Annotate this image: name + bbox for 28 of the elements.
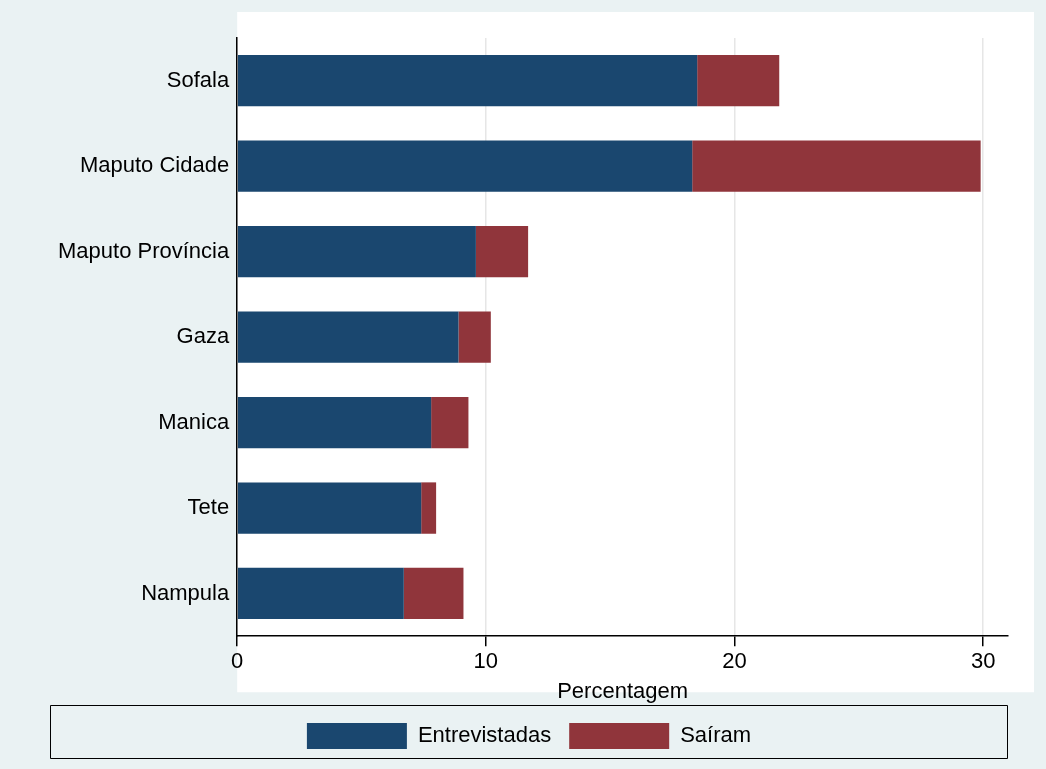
bar <box>237 226 476 278</box>
y-tick-label: Gaza <box>176 323 230 349</box>
bar <box>237 311 459 363</box>
bar <box>692 140 981 192</box>
x-axis-title: Percentagem <box>557 677 689 703</box>
y-tick-label: Manica <box>158 408 230 434</box>
legend-label: Entrevistadas <box>417 722 552 748</box>
y-tick-label: Maputo Cidade <box>79 152 230 178</box>
y-tick-label: Nampula <box>141 579 230 605</box>
bar <box>431 396 469 449</box>
y-tick-label: Maputo Província <box>58 237 230 263</box>
y-tick-label: Tete <box>187 494 230 520</box>
bar <box>237 55 698 107</box>
bar <box>237 396 432 449</box>
bar <box>697 55 780 107</box>
bar <box>237 567 404 620</box>
y-tick-label: Sofala <box>166 66 230 92</box>
bar <box>237 482 422 534</box>
bar <box>403 567 464 620</box>
x-tick-label: 30 <box>970 648 996 674</box>
bar <box>475 226 529 278</box>
x-tick-label: 20 <box>722 648 747 674</box>
legend-label: Saíram <box>680 722 752 748</box>
bar <box>237 140 693 192</box>
x-tick-label: 0 <box>231 648 244 674</box>
x-tick-label: 10 <box>473 648 499 674</box>
bar <box>458 311 491 363</box>
bar <box>421 482 437 534</box>
